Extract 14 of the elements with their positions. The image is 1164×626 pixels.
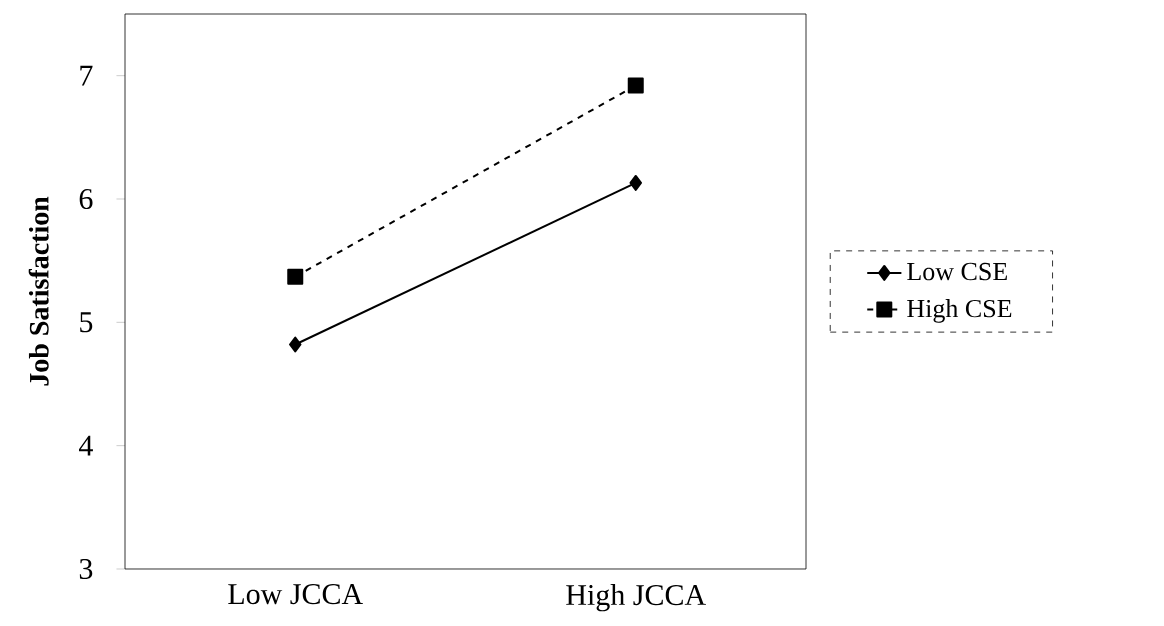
point — [287, 268, 304, 285]
y-tick-label: 5 — [80, 312, 93, 333]
point — [629, 174, 642, 191]
y-tick-label: 7 — [80, 65, 93, 86]
y-tick-label: 3 — [79, 558, 93, 580]
x-tick-label: Low JCCA — [228, 584, 363, 605]
point — [289, 336, 302, 353]
x-tick-label: High JCCA — [566, 584, 706, 612]
legend-label: Low CSE — [907, 262, 1007, 281]
legend-label: High CSE — [907, 299, 1012, 323]
point — [627, 77, 644, 94]
y-tick-label: 6 — [79, 188, 93, 210]
y-axis-title: Job Satisfaction — [28, 196, 49, 386]
y-tick-label: 4 — [79, 435, 93, 456]
